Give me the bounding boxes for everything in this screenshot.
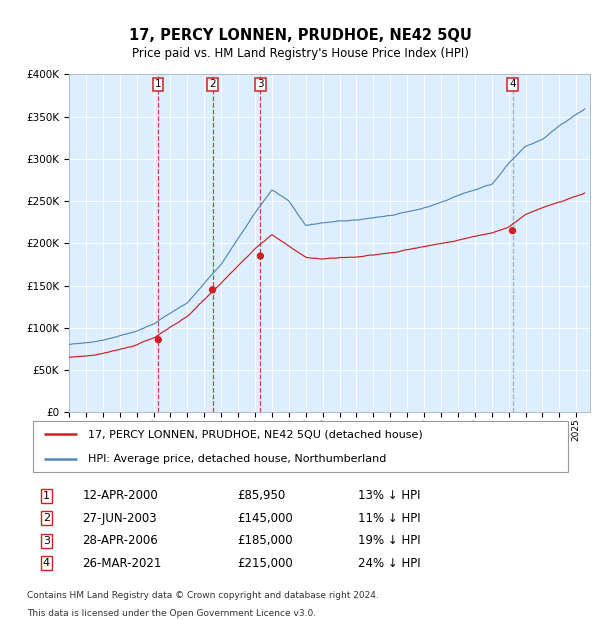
Text: 17, PERCY LONNEN, PRUDHOE, NE42 5QU: 17, PERCY LONNEN, PRUDHOE, NE42 5QU — [128, 28, 472, 43]
Text: £185,000: £185,000 — [237, 534, 292, 547]
Text: 11% ↓ HPI: 11% ↓ HPI — [358, 512, 421, 525]
Text: 26-MAR-2021: 26-MAR-2021 — [82, 557, 161, 570]
Text: 1: 1 — [43, 491, 50, 501]
Point — [154, 335, 163, 345]
Text: 19% ↓ HPI: 19% ↓ HPI — [358, 534, 421, 547]
Text: 2: 2 — [209, 79, 216, 89]
Text: 4: 4 — [43, 559, 50, 569]
Point — [208, 285, 217, 294]
Text: 4: 4 — [509, 79, 516, 89]
Point — [256, 251, 265, 261]
Text: 3: 3 — [257, 79, 264, 89]
Text: 13% ↓ HPI: 13% ↓ HPI — [358, 489, 421, 502]
Text: 1: 1 — [155, 79, 161, 89]
Text: 27-JUN-2003: 27-JUN-2003 — [82, 512, 157, 525]
Text: Contains HM Land Registry data © Crown copyright and database right 2024.: Contains HM Land Registry data © Crown c… — [27, 591, 379, 600]
Point — [508, 226, 517, 236]
Text: 12-APR-2000: 12-APR-2000 — [82, 489, 158, 502]
Text: 28-APR-2006: 28-APR-2006 — [82, 534, 158, 547]
Text: 24% ↓ HPI: 24% ↓ HPI — [358, 557, 421, 570]
Text: This data is licensed under the Open Government Licence v3.0.: This data is licensed under the Open Gov… — [27, 609, 316, 618]
FancyBboxPatch shape — [32, 422, 568, 472]
Text: HPI: Average price, detached house, Northumberland: HPI: Average price, detached house, Nort… — [88, 454, 386, 464]
Text: £145,000: £145,000 — [237, 512, 293, 525]
Text: 3: 3 — [43, 536, 50, 546]
Text: £85,950: £85,950 — [237, 489, 285, 502]
Text: 2: 2 — [43, 513, 50, 523]
Text: £215,000: £215,000 — [237, 557, 293, 570]
Text: Price paid vs. HM Land Registry's House Price Index (HPI): Price paid vs. HM Land Registry's House … — [131, 46, 469, 60]
Text: 17, PERCY LONNEN, PRUDHOE, NE42 5QU (detached house): 17, PERCY LONNEN, PRUDHOE, NE42 5QU (det… — [88, 429, 422, 439]
